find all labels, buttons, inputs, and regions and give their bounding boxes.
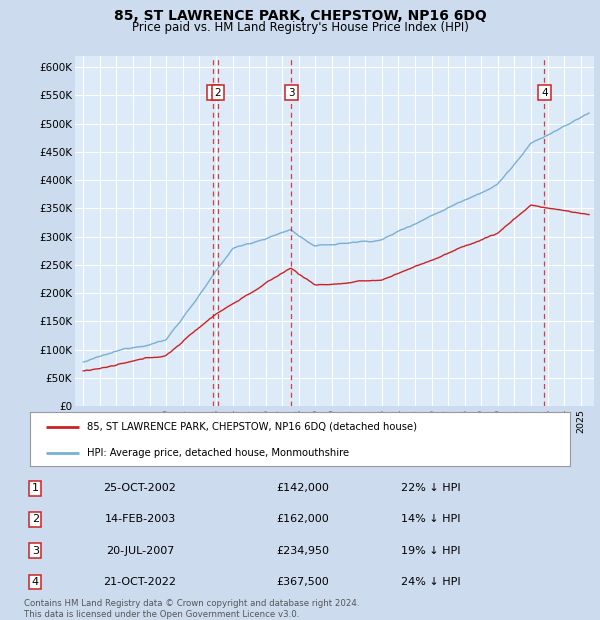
Text: 4: 4 (32, 577, 39, 587)
Text: £367,500: £367,500 (277, 577, 329, 587)
Text: 4: 4 (541, 87, 548, 97)
Text: 2: 2 (215, 87, 221, 97)
Text: 25-OCT-2002: 25-OCT-2002 (104, 483, 176, 493)
Text: HPI: Average price, detached house, Monmouthshire: HPI: Average price, detached house, Monm… (86, 448, 349, 458)
Text: 20-JUL-2007: 20-JUL-2007 (106, 546, 174, 556)
Text: Price paid vs. HM Land Registry's House Price Index (HPI): Price paid vs. HM Land Registry's House … (131, 21, 469, 33)
Text: 85, ST LAWRENCE PARK, CHEPSTOW, NP16 6DQ (detached house): 85, ST LAWRENCE PARK, CHEPSTOW, NP16 6DQ… (86, 422, 416, 432)
Text: 14% ↓ HPI: 14% ↓ HPI (401, 515, 461, 525)
Text: 22% ↓ HPI: 22% ↓ HPI (401, 483, 461, 493)
Text: £162,000: £162,000 (277, 515, 329, 525)
Text: 21-OCT-2022: 21-OCT-2022 (104, 577, 176, 587)
Text: 24% ↓ HPI: 24% ↓ HPI (401, 577, 461, 587)
Text: 3: 3 (288, 87, 295, 97)
Text: 2: 2 (32, 515, 39, 525)
Text: 19% ↓ HPI: 19% ↓ HPI (401, 546, 461, 556)
Text: £234,950: £234,950 (277, 546, 329, 556)
Text: Contains HM Land Registry data © Crown copyright and database right 2024.
This d: Contains HM Land Registry data © Crown c… (24, 599, 359, 619)
Text: 1: 1 (32, 483, 39, 493)
Text: 85, ST LAWRENCE PARK, CHEPSTOW, NP16 6DQ: 85, ST LAWRENCE PARK, CHEPSTOW, NP16 6DQ (113, 9, 487, 23)
Text: 1: 1 (209, 87, 216, 97)
Text: £142,000: £142,000 (277, 483, 329, 493)
Text: 3: 3 (32, 546, 39, 556)
Text: 14-FEB-2003: 14-FEB-2003 (104, 515, 176, 525)
